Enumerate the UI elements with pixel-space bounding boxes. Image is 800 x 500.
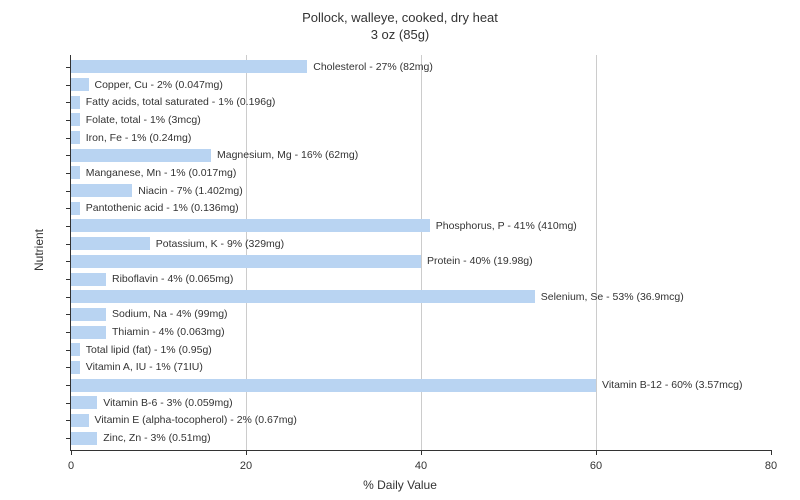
nutrient-label: Folate, total - 1% (3mcg) [86,114,201,126]
nutrient-bar [71,432,97,445]
nutrient-label: Total lipid (fat) - 1% (0.95g) [86,344,212,356]
nutrient-bar [71,396,97,409]
nutrient-label: Riboflavin - 4% (0.065mg) [112,273,233,285]
nutrient-bar [71,184,132,197]
bar-row: Potassium, K - 9% (329mg) [71,237,284,250]
nutrient-label: Zinc, Zn - 3% (0.51mg) [103,432,210,444]
nutrient-label: Magnesium, Mg - 16% (62mg) [217,149,358,161]
x-tick-label: 40 [415,460,427,472]
y-axis-label: Nutrient [32,229,46,271]
nutrient-label: Potassium, K - 9% (329mg) [156,238,284,250]
x-tick [596,450,597,455]
bar-row: Niacin - 7% (1.402mg) [71,184,243,197]
x-tick-label: 20 [240,460,252,472]
nutrient-bar [71,202,80,215]
bar-row: Vitamin A, IU - 1% (71IU) [71,361,203,374]
bar-row: Folate, total - 1% (3mcg) [71,113,201,126]
bar-row: Zinc, Zn - 3% (0.51mg) [71,432,211,445]
nutrient-label: Phosphorus, P - 41% (410mg) [436,220,577,232]
nutrition-chart: Pollock, walleye, cooked, dry heat 3 oz … [0,0,800,500]
bar-row: Riboflavin - 4% (0.065mg) [71,273,233,286]
nutrient-bar [71,326,106,339]
nutrient-bar [71,113,80,126]
bar-row: Vitamin B-12 - 60% (3.57mcg) [71,379,742,392]
nutrient-bar [71,273,106,286]
nutrient-label: Vitamin B-6 - 3% (0.059mg) [103,397,232,409]
nutrient-bar [71,255,421,268]
nutrient-label: Niacin - 7% (1.402mg) [138,185,242,197]
nutrient-bar [71,308,106,321]
x-axis-label: % Daily Value [363,478,437,492]
bar-row: Magnesium, Mg - 16% (62mg) [71,149,358,162]
nutrient-bar [71,96,80,109]
nutrient-label: Vitamin B-12 - 60% (3.57mcg) [602,379,742,391]
x-tick [71,450,72,455]
bar-row: Cholesterol - 27% (82mg) [71,60,433,73]
nutrient-bar [71,414,89,427]
bar-row: Copper, Cu - 2% (0.047mg) [71,78,223,91]
x-tick-label: 80 [765,460,777,472]
nutrient-bar [71,219,430,232]
nutrient-label: Vitamin A, IU - 1% (71IU) [86,361,203,373]
nutrient-label: Selenium, Se - 53% (36.9mcg) [541,291,684,303]
bar-row: Sodium, Na - 4% (99mg) [71,308,228,321]
plot-area: 020406080Cholesterol - 27% (82mg)Copper,… [70,55,771,451]
nutrient-label: Iron, Fe - 1% (0.24mg) [86,132,192,144]
nutrient-label: Manganese, Mn - 1% (0.017mg) [86,167,237,179]
nutrient-label: Thiamin - 4% (0.063mg) [112,326,225,338]
nutrient-bar [71,131,80,144]
x-tick [246,450,247,455]
bar-row: Fatty acids, total saturated - 1% (0.196… [71,96,275,109]
chart-title: Pollock, walleye, cooked, dry heat 3 oz … [0,0,800,44]
nutrient-label: Vitamin E (alpha-tocopherol) - 2% (0.67m… [95,414,297,426]
nutrient-bar [71,379,596,392]
x-tick [771,450,772,455]
x-tick [421,450,422,455]
bar-row: Iron, Fe - 1% (0.24mg) [71,131,191,144]
nutrient-label: Protein - 40% (19.98g) [427,255,533,267]
bar-row: Vitamin B-6 - 3% (0.059mg) [71,396,233,409]
bar-row: Vitamin E (alpha-tocopherol) - 2% (0.67m… [71,414,297,427]
nutrient-bar [71,166,80,179]
x-tick-label: 60 [590,460,602,472]
nutrient-bar [71,149,211,162]
bar-row: Manganese, Mn - 1% (0.017mg) [71,166,236,179]
x-tick-label: 0 [68,460,74,472]
title-line-1: Pollock, walleye, cooked, dry heat [0,10,800,27]
nutrient-bar [71,237,150,250]
bar-row: Thiamin - 4% (0.063mg) [71,326,225,339]
nutrient-bar [71,78,89,91]
nutrient-bar [71,343,80,356]
nutrient-bar [71,361,80,374]
bar-row: Total lipid (fat) - 1% (0.95g) [71,343,212,356]
nutrient-label: Fatty acids, total saturated - 1% (0.196… [86,96,276,108]
nutrient-label: Sodium, Na - 4% (99mg) [112,308,228,320]
nutrient-label: Pantothenic acid - 1% (0.136mg) [86,202,239,214]
nutrient-label: Cholesterol - 27% (82mg) [313,61,433,73]
bar-row: Protein - 40% (19.98g) [71,255,533,268]
title-line-2: 3 oz (85g) [0,27,800,44]
bar-row: Pantothenic acid - 1% (0.136mg) [71,202,239,215]
nutrient-label: Copper, Cu - 2% (0.047mg) [95,79,223,91]
nutrient-bar [71,60,307,73]
nutrient-bar [71,290,535,303]
bar-row: Selenium, Se - 53% (36.9mcg) [71,290,684,303]
bar-row: Phosphorus, P - 41% (410mg) [71,219,577,232]
